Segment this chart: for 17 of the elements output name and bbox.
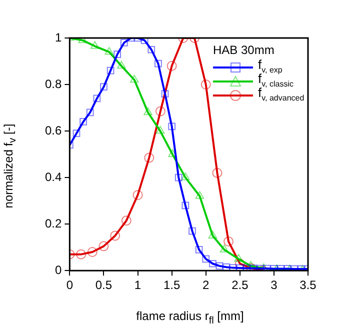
x-axis-title: flame radius r$_{fl}$ [mm] [136,308,244,326]
x-tick-label: 1 [134,278,142,292]
legend-title: HAB 30mm [213,43,276,57]
y-tick-label: 0.8 [44,76,62,91]
legend-label: f$_{v, exp}$ [258,56,282,74]
y-tick-label: 0.2 [44,216,62,230]
x-tick-label: 0 [66,278,74,292]
y-tick-label: 0.6 [44,123,62,138]
x-tick-label: 3.5 [300,278,317,292]
y-tick-label: 0.4 [44,170,62,184]
y-tick-label: 1 [54,30,62,44]
x-tick-label: 3 [270,278,278,292]
y-tick-label: 0 [54,262,62,277]
x-tick-label: 2.5 [232,278,249,292]
x-tick-label: 2 [202,278,210,292]
x-tick-label: 1.5 [163,278,180,292]
x-tick-label: 0.5 [95,278,112,292]
